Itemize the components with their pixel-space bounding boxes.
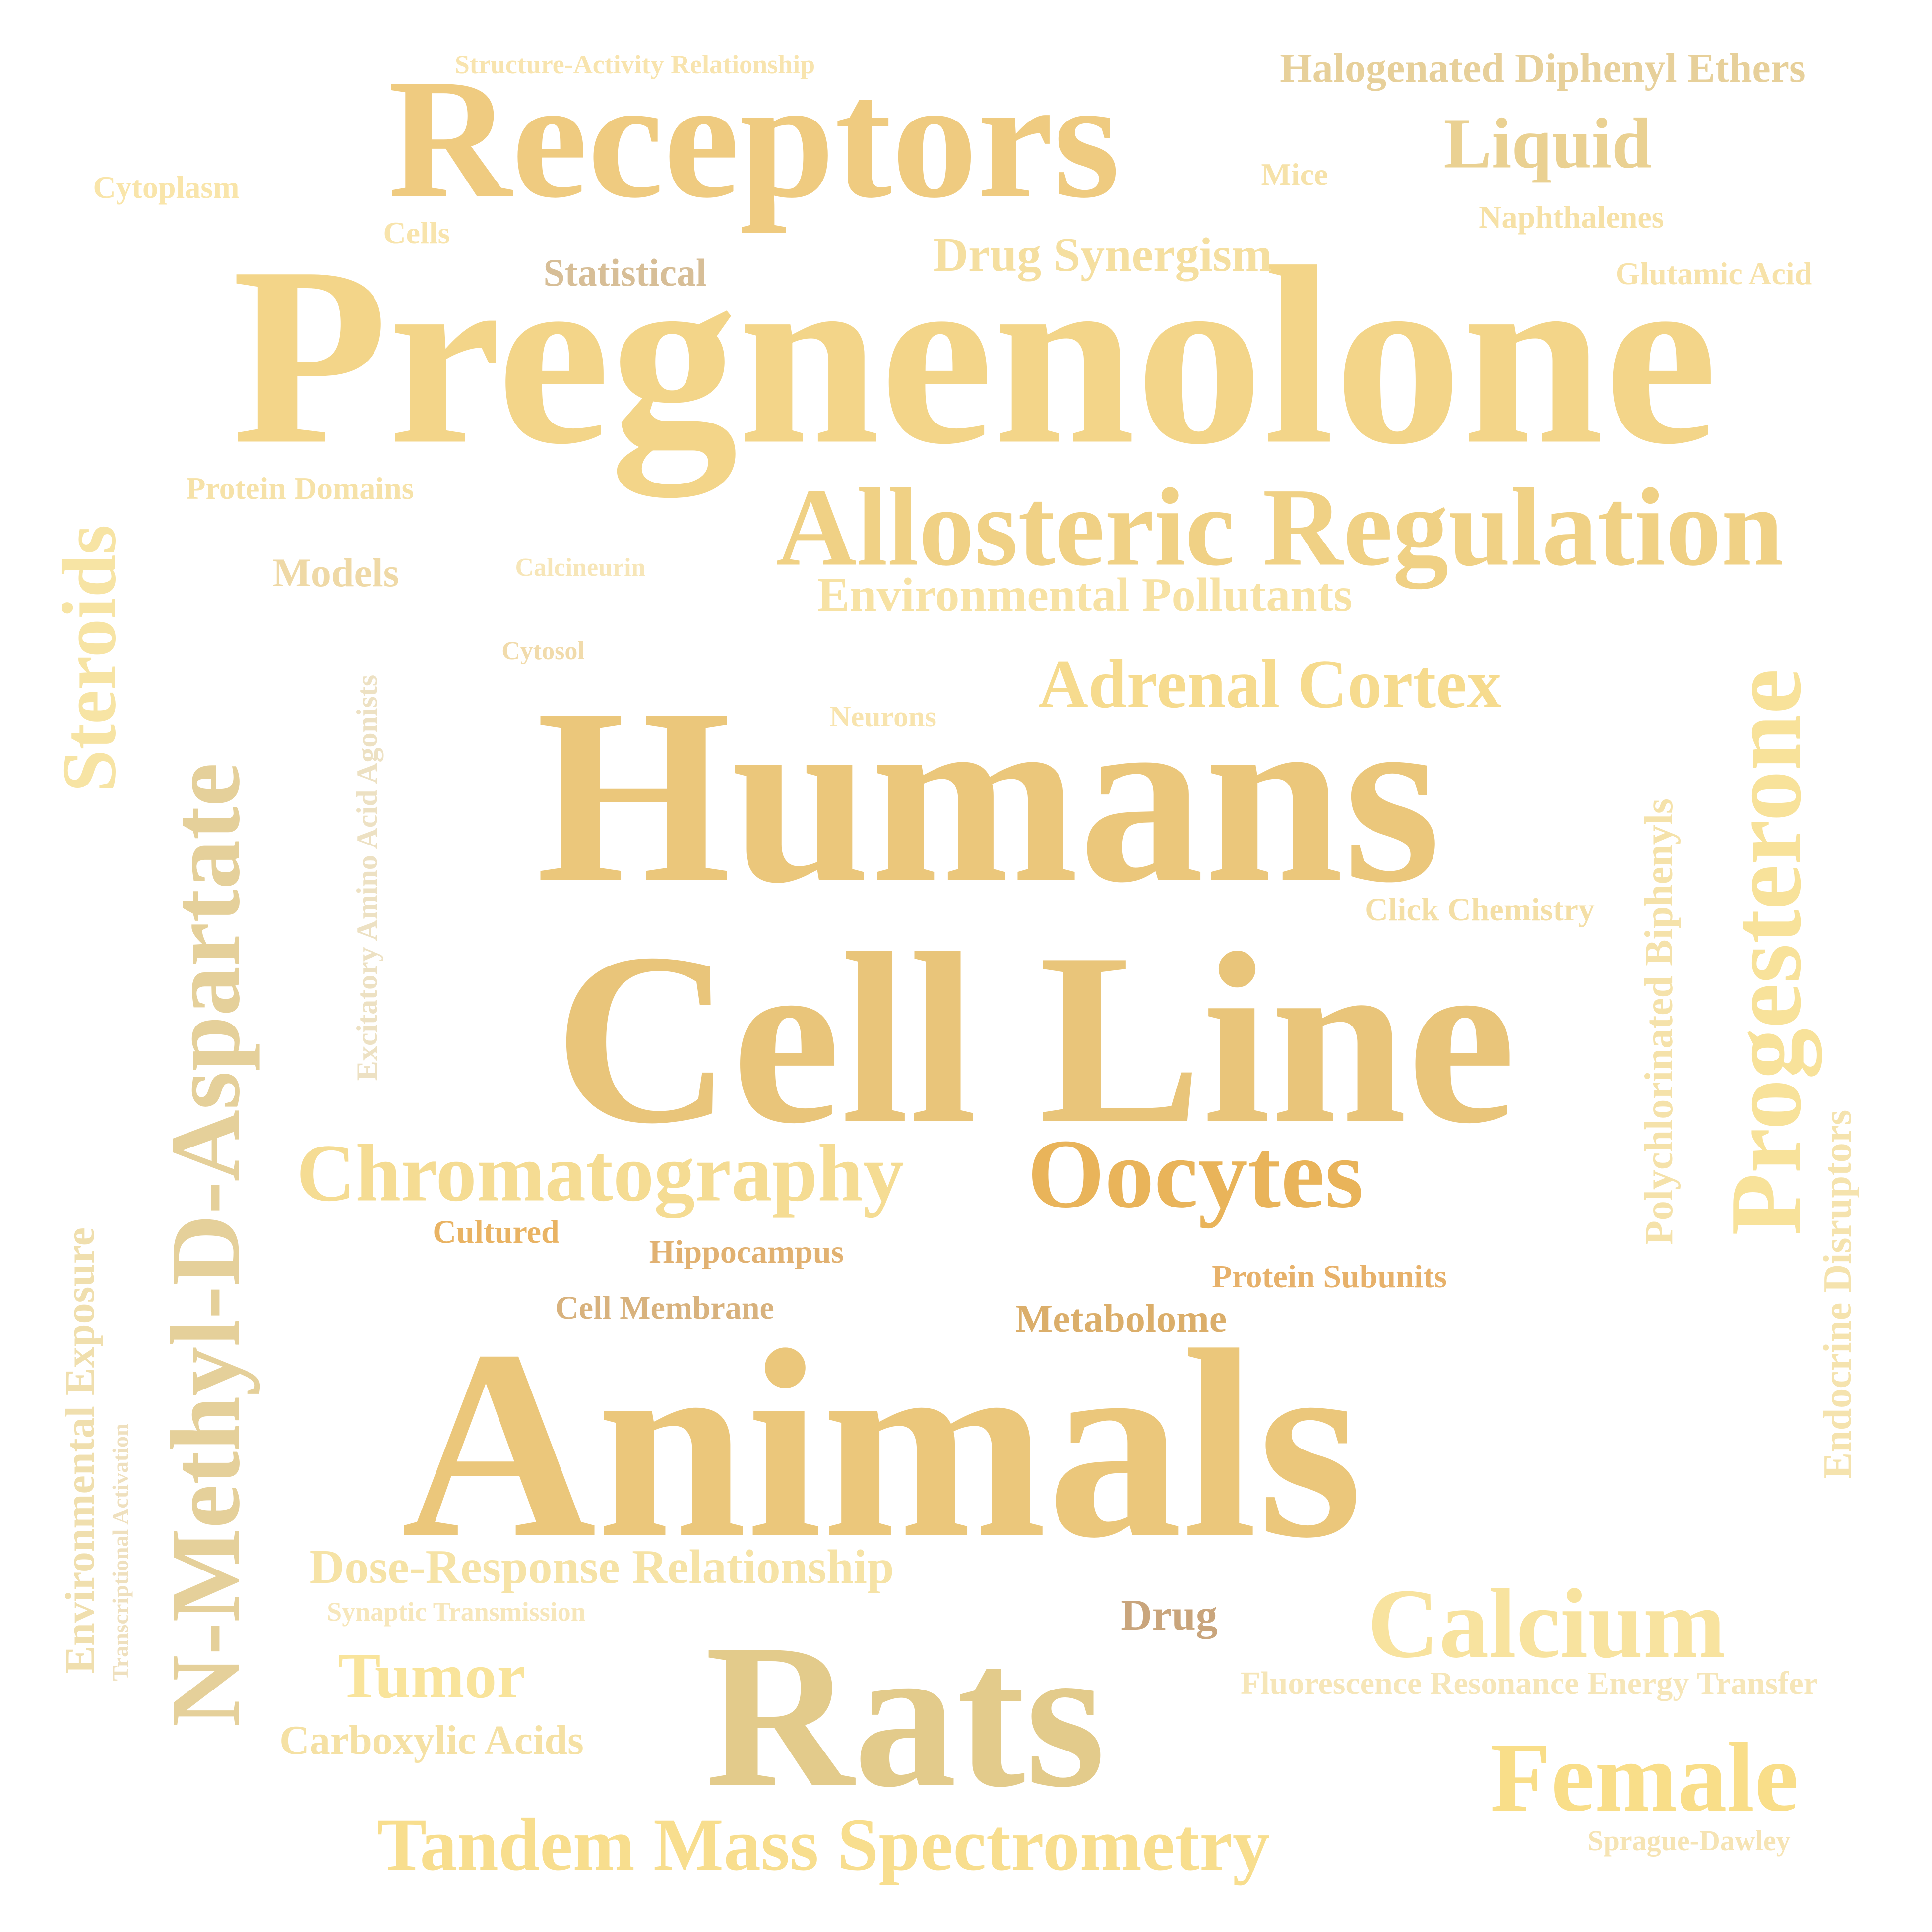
word-structure-activity-relationship: Structure-Activity Relationship — [454, 50, 815, 79]
word-progesterone: Progesterone — [1709, 668, 1822, 1236]
word-cell-membrane: Cell Membrane — [555, 1290, 774, 1326]
word-animals: Animals — [401, 1294, 1363, 1594]
word-glutamic-acid: Glutamic Acid — [1615, 256, 1812, 291]
word-drug-synergism: Drug Synergism — [933, 228, 1272, 282]
word-calcineurin: Calcineurin — [515, 553, 646, 582]
word-hippocampus: Hippocampus — [649, 1234, 844, 1270]
word-environmental-pollutants: Environmental Pollutants — [817, 568, 1353, 622]
word-dose-response-relationship: Dose-Response Relationship — [309, 1540, 894, 1594]
word-click-chemistry: Click Chemistry — [1365, 892, 1595, 928]
word-n-methyl-d-aspartate: N-Methyl-D-Aspartate — [151, 763, 260, 1727]
word-receptors: Receptors — [388, 44, 1120, 234]
word-oocytes: Oocytes — [1027, 1119, 1364, 1229]
word-sprague-dawley: Sprague-Dawley — [1587, 1824, 1791, 1857]
word-rats: Rats — [705, 1601, 1106, 1830]
word-neurons: Neurons — [829, 700, 936, 733]
word-tumor: Tumor — [337, 1640, 526, 1712]
word-cell-line: Cell Line — [554, 903, 1516, 1175]
word-halogenated-diphenyl-ethers: Halogenated Diphenyl Ethers — [1280, 45, 1806, 91]
word-allosteric-regulation: Allosteric Regulation — [776, 465, 1784, 589]
word-cultured: Cultured — [433, 1214, 560, 1250]
word-fluorescence-resonance-energy-transfer: Fluorescence Resonance Energy Transfer — [1241, 1665, 1818, 1701]
word-transcriptional-activation: Transcriptional Activation — [108, 1423, 133, 1681]
word-polychlorinated-biphenyls: Polychlorinated Biphenyls — [1637, 798, 1681, 1245]
word-calcium: Calcium — [1367, 1569, 1726, 1679]
word-cells: Cells — [383, 215, 450, 250]
word-chromatography: Chromatography — [296, 1127, 904, 1218]
word-excitatory-amino-acid-agonists: Excitatory Amino Acid Agonists — [351, 674, 383, 1081]
word-pregnenolone: Pregnenolone — [232, 214, 1718, 497]
word-environmental-exposure: Environmental Exposure — [57, 1227, 103, 1674]
word-models: Models — [272, 550, 399, 595]
word-mice: Mice — [1261, 157, 1328, 192]
word-drug: Drug — [1121, 1591, 1218, 1639]
word-naphthalenes: Naphthalenes — [1479, 199, 1664, 235]
word-endocrine-disruptors: Endocrine Disruptors — [1816, 1109, 1860, 1479]
word-humans: Humans — [536, 657, 1441, 935]
word-liquid: Liquid — [1443, 104, 1652, 183]
word-cytoplasm: Cytoplasm — [93, 170, 240, 205]
word-carboxylic-acids: Carboxylic Acids — [279, 1717, 584, 1763]
word-adrenal-cortex: Adrenal Cortex — [1038, 646, 1502, 723]
word-female: Female — [1490, 1723, 1799, 1832]
word-protein-subunits: Protein Subunits — [1212, 1259, 1447, 1295]
word-cytosol: Cytosol — [501, 637, 585, 665]
word-steroids: Steroids — [46, 525, 132, 792]
word-synaptic-transmission: Synaptic Transmission — [327, 1597, 586, 1627]
word-tandem-mass-spectrometry: Tandem Mass Spectrometry — [377, 1804, 1270, 1886]
word-statistical: Statistical — [543, 251, 707, 294]
word-metabolome: Metabolome — [1015, 1297, 1227, 1341]
word-protein-domains: Protein Domains — [186, 471, 414, 506]
